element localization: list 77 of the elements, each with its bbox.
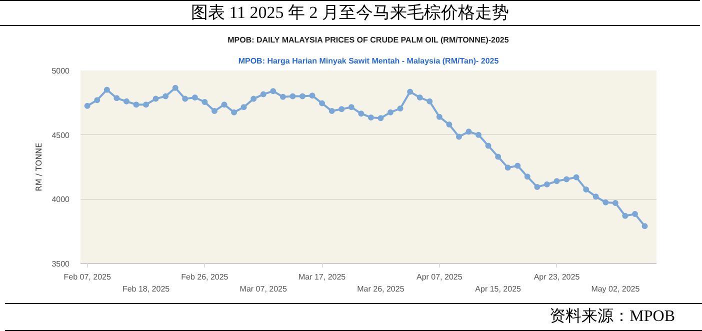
point [280,94,286,100]
point [211,108,218,114]
point [143,102,150,108]
x-tick-label: Mar 07, 2025 [240,284,288,294]
y-axis-title: RM / TONNE [34,142,44,192]
point [446,122,452,128]
point [319,100,326,106]
point [123,98,130,104]
point [622,212,628,219]
point [202,99,208,106]
point [152,96,159,102]
point [309,92,316,99]
point [240,104,247,110]
point [270,88,276,94]
point [426,98,433,104]
point [436,114,442,120]
point [397,105,404,112]
point [114,95,120,102]
chart-subtitle: MPOB: DAILY MALAYSIA PRICES OF CRUDE PALM OIL (RM/TONNE)-2025 [228,36,510,44]
point [495,154,502,160]
x-tick-label: Feb 07, 2025 [64,272,112,282]
point [514,162,521,169]
point [642,223,648,230]
point [612,200,618,206]
chart-title: 图表 11 2025 年 2 月至今马来毛棕价格走势 [190,2,510,24]
point [94,97,100,104]
point [338,106,345,112]
point [573,174,580,180]
point [221,102,228,108]
point [466,128,472,135]
x-tick-label: Mar 26, 2025 [357,284,405,294]
point [534,184,540,190]
point [348,104,354,110]
point [524,174,530,180]
point [544,181,550,188]
point [84,102,90,109]
point [162,93,169,100]
x-tick-label: Apr 23, 2025 [534,272,580,282]
y-tick-label: 3500 [52,260,70,268]
x-tick-label: Feb 26, 2025 [181,272,229,282]
point [456,134,462,140]
point [290,93,296,100]
point [368,114,374,120]
point [104,86,110,93]
point [388,109,394,116]
point [416,94,423,101]
point [133,102,140,108]
point [554,178,560,184]
x-tick-label: Apr 07, 2025 [416,272,463,282]
point [328,108,335,114]
x-tick-label: Feb 18, 2025 [122,284,170,294]
point [299,93,306,100]
point [485,142,492,149]
y-tick-label: 4000 [52,195,70,204]
point [231,109,238,116]
point [632,210,638,217]
point [250,96,257,102]
text: 资料来源：MPOB [550,306,675,327]
y-tick-label: 5000 [52,66,70,76]
point [592,194,599,200]
point [504,164,511,171]
point [476,132,482,138]
point [378,115,384,122]
point [583,186,590,193]
x-tick-label: Apr 15, 2025 [475,284,522,294]
x-tick-label: May 02, 2025 [591,284,640,294]
point [358,110,364,117]
text: MPOB: Harga Harian Minyak Sawit Mentah - Malaysia (RM/Tan)- 2025 [238,56,500,66]
point [407,88,414,95]
point [172,84,178,91]
point [602,199,609,206]
point [260,91,266,98]
point [182,96,188,102]
point [564,176,570,182]
point [192,94,198,101]
x-tick-label: Mar 17, 2025 [298,272,346,282]
y-tick-label: 4500 [52,130,70,140]
